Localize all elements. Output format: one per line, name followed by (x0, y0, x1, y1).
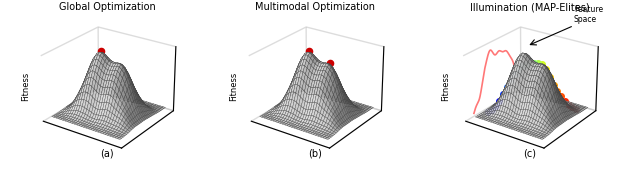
Text: (c): (c) (523, 149, 536, 159)
Text: Fitness: Fitness (21, 72, 30, 101)
Title: Multimodal Optimization: Multimodal Optimization (255, 2, 375, 12)
Text: (b): (b) (308, 149, 322, 159)
Text: (a): (a) (100, 149, 114, 159)
Text: Fitness: Fitness (229, 72, 238, 101)
Title: Global Optimization: Global Optimization (59, 2, 156, 12)
Text: Feature
Space: Feature Space (574, 5, 603, 24)
Text: Fitness: Fitness (441, 72, 450, 101)
Title: Illumination (MAP-Elites): Illumination (MAP-Elites) (470, 2, 589, 12)
